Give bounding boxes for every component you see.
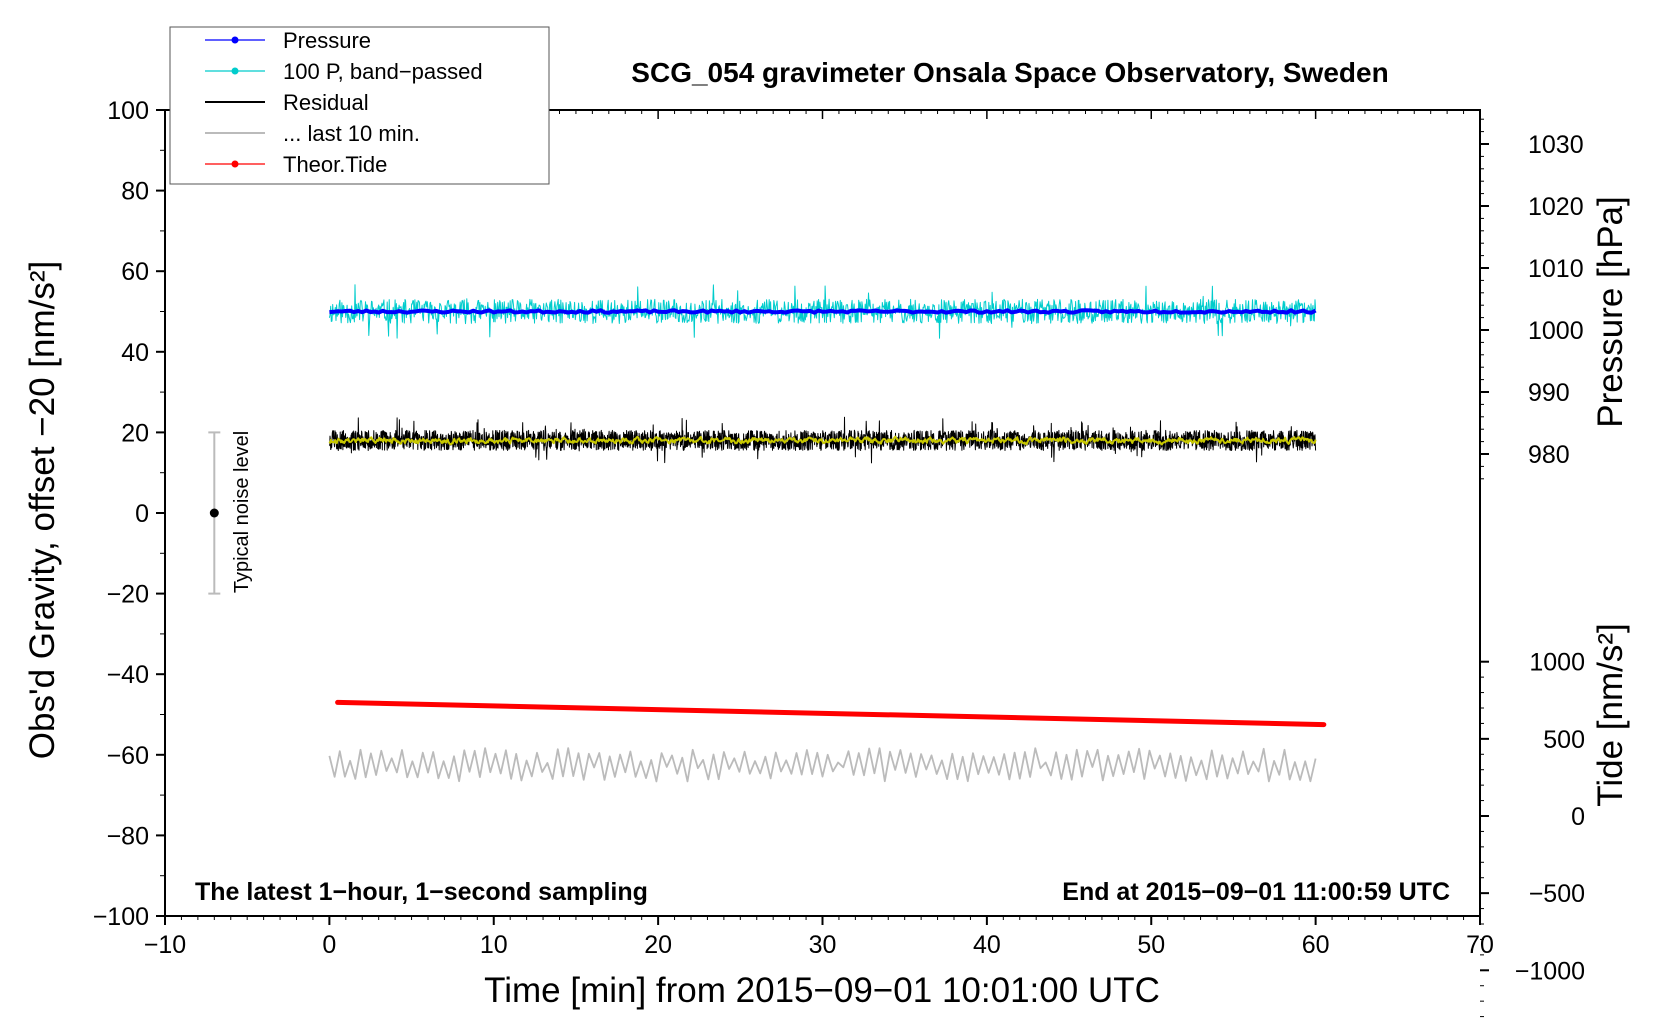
y-tick-label: −20 (107, 581, 149, 609)
tide-tick-label: −500 (1529, 880, 1585, 908)
tide-tick-label: 1000 (1529, 649, 1585, 677)
pressure-tick-label: 1010 (1528, 255, 1584, 283)
series-residual (329, 416, 1317, 464)
tide-tick-label: −1000 (1515, 957, 1585, 985)
legend-label-tide: Theor.Tide (283, 152, 387, 177)
series-bandpassed-pressure (328, 284, 1317, 339)
legend-entry-last10: ... last 10 min. (205, 121, 420, 146)
y-tick-label: −60 (107, 742, 149, 770)
legend-entry-tide: Theor.Tide (205, 152, 387, 177)
y-tick-label: 80 (121, 178, 149, 206)
series-residual-smoothed (328, 435, 1317, 446)
noise-bar-center (209, 508, 219, 518)
x-tick-label: 50 (1137, 931, 1165, 959)
legend-entry-pressure: Pressure (205, 28, 371, 53)
annotation-right: End at 2015−09−01 11:00:59 UTC (1062, 878, 1450, 906)
legend-marker-tide (231, 160, 239, 168)
series-pressure (329, 308, 1317, 315)
x-tick-label: 40 (973, 931, 1001, 959)
series-theor-tide (335, 699, 1327, 728)
y-axis-label-pressure: Pressure [hPa] (1591, 196, 1630, 428)
y-axis-label-left: Obs'd Gravity, offset −20 [nm/s²] (23, 261, 62, 760)
legend-entry-bandpassed: 100 P, band−passed (205, 59, 483, 84)
x-tick-label: 10 (480, 931, 508, 959)
legend-box (169, 26, 550, 185)
y-tick-label: 40 (121, 339, 149, 367)
tide-tick-label: 500 (1543, 726, 1585, 754)
legend-entry-residual: Residual (205, 90, 369, 115)
x-tick-label: 60 (1302, 931, 1330, 959)
series-last-10-min (328, 747, 1317, 783)
x-tick-label: 30 (809, 931, 837, 959)
legend-marker-bandpassed (231, 67, 239, 75)
axes-layer: −10 0 10 20 30 40 50 60 70−100−80−60−40−20020406… (93, 97, 1585, 1018)
y-tick-label: 100 (107, 97, 149, 125)
legend: Pressure 100 P, band−passed Residual ...… (169, 26, 550, 185)
noise-level-bar: Typical noise level (208, 431, 253, 595)
x-tick-label: 70 (1466, 931, 1494, 959)
y-axis-label-tide: Tide [nm/s²] (1591, 623, 1630, 806)
y-tick-label: −80 (107, 822, 149, 850)
y-tick-label: 60 (121, 258, 149, 286)
tide-tick-label: 0 (1571, 803, 1585, 831)
y-tick-label: −40 (107, 661, 149, 689)
y-tick-label: 20 (121, 419, 149, 447)
legend-label-bandpassed: 100 P, band−passed (283, 59, 483, 84)
legend-label-last10: ... last 10 min. (283, 121, 420, 146)
pressure-tick-label: 1000 (1528, 317, 1584, 345)
legend-label-residual: Residual (283, 90, 369, 115)
x-tick-label: −10 (144, 931, 186, 959)
x-axis-label: Time [min] from 2015−09−01 10:01:00 UTC (484, 971, 1160, 1010)
pressure-tick-label: 990 (1528, 379, 1570, 407)
legend-marker-pressure (231, 36, 239, 44)
pressure-tick-label: 1020 (1528, 193, 1584, 221)
series-layer (328, 284, 1327, 783)
pressure-tick-label: 1030 (1528, 131, 1584, 159)
x-tick-label: 0 (322, 931, 336, 959)
y-tick-label: −100 (93, 903, 149, 931)
chart-title: SCG_054 gravimeter Onsala Space Observat… (631, 57, 1388, 88)
y-tick-label: 0 (135, 500, 149, 528)
noise-level-label: Typical noise level (231, 431, 253, 593)
x-tick-label: 20 (644, 931, 672, 959)
legend-label-pressure: Pressure (283, 28, 371, 53)
annotation-left: The latest 1−hour, 1−second sampling (195, 878, 648, 906)
pressure-tick-label: 980 (1528, 441, 1570, 469)
